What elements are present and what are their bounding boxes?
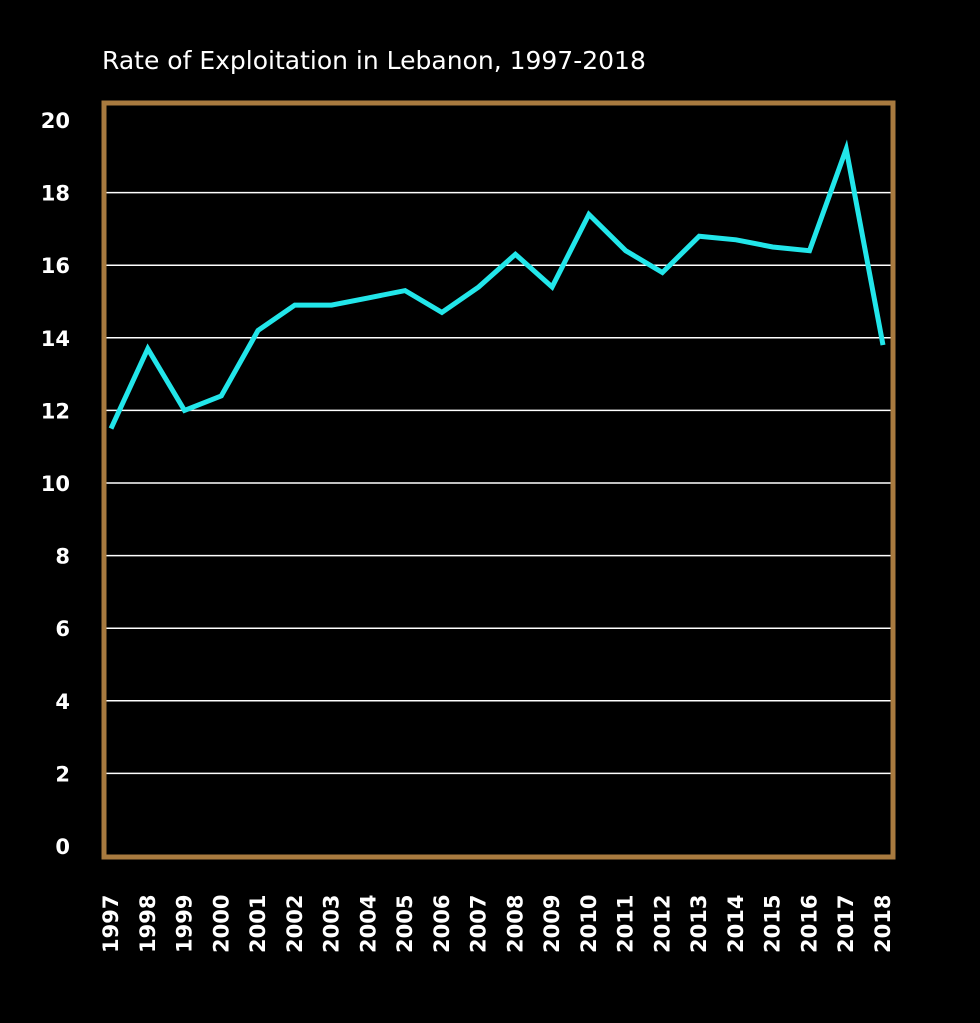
x-tick-label: 1998 bbox=[136, 895, 160, 953]
x-tick-label: 2011 bbox=[614, 895, 638, 953]
x-tick-label: 2001 bbox=[246, 895, 270, 953]
x-tick-label: 1999 bbox=[173, 895, 197, 953]
x-tick-label: 2017 bbox=[834, 895, 858, 953]
y-tick-label: 0 bbox=[55, 835, 70, 859]
x-tick-label: 2014 bbox=[724, 895, 748, 953]
x-tick-label: 2000 bbox=[209, 895, 233, 953]
x-tick-label: 2013 bbox=[687, 895, 711, 953]
y-tick-label: 8 bbox=[55, 545, 70, 569]
y-tick-label: 12 bbox=[41, 399, 70, 423]
y-tick-label: 4 bbox=[55, 690, 70, 714]
x-tick-label: 2016 bbox=[797, 895, 821, 953]
y-tick-label: 2 bbox=[55, 762, 70, 786]
x-tick-label: 2005 bbox=[393, 895, 417, 953]
x-tick-label: 2004 bbox=[356, 895, 380, 953]
y-tick-label: 20 bbox=[41, 109, 70, 133]
plot-frame bbox=[101, 100, 896, 860]
y-tick-label: 6 bbox=[55, 617, 70, 641]
x-tick-label: 2015 bbox=[761, 895, 785, 953]
x-tick-label: 1997 bbox=[99, 895, 123, 953]
x-tick-label: 2008 bbox=[503, 895, 527, 953]
x-tick-label: 2007 bbox=[467, 895, 491, 953]
x-tick-label: 2009 bbox=[540, 895, 564, 953]
x-axis-tick-labels: 1997 1998 1999 2000 2001 2002 2003 2004 2005 2006… bbox=[99, 895, 895, 953]
y-tick-label: 14 bbox=[41, 327, 70, 351]
x-tick-label: 2018 bbox=[871, 895, 895, 953]
y-tick-label: 18 bbox=[41, 182, 70, 206]
y-tick-label: 16 bbox=[41, 254, 70, 278]
x-tick-label: 2010 bbox=[577, 895, 601, 953]
x-tick-label: 2006 bbox=[430, 895, 454, 953]
series-line bbox=[108, 139, 886, 430]
y-axis-tick-labels: 0 2 4 6 8 10 12 14 16 18 20 bbox=[41, 109, 70, 859]
gridlines bbox=[104, 191, 893, 775]
y-tick-label: 10 bbox=[41, 472, 70, 496]
x-tick-label: 2002 bbox=[283, 895, 307, 953]
x-tick-label: 2012 bbox=[650, 895, 674, 953]
x-tick-label: 2003 bbox=[320, 895, 344, 953]
chart-title: Rate of Exploitation in Lebanon, 1997-20… bbox=[102, 46, 646, 75]
